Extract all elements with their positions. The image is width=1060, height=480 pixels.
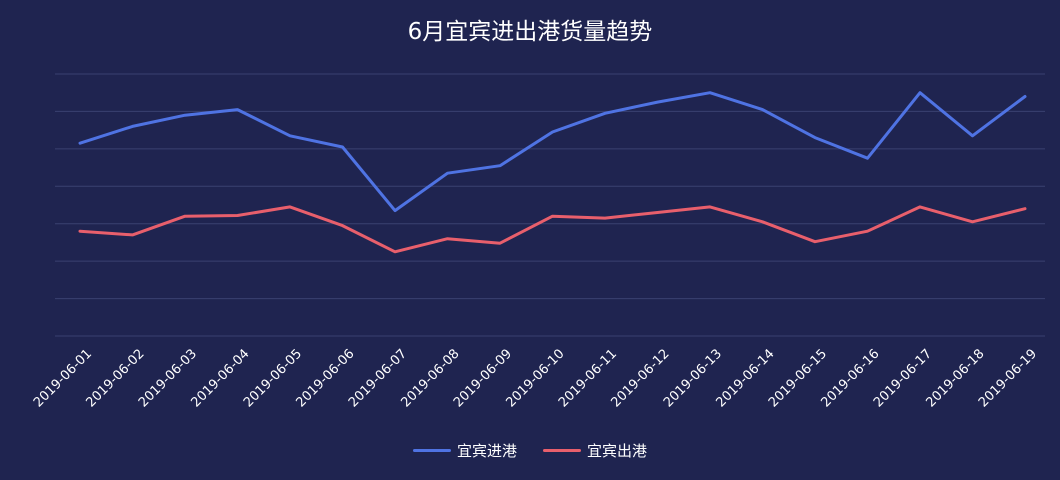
x-tick-labels: 2019-06-012019-06-022019-06-032019-06-04… (31, 346, 1040, 410)
legend-swatch-outbound (543, 449, 581, 452)
legend-item-outbound[interactable]: 宜宾出港 (543, 440, 647, 461)
chart-title: 6月宜宾进出港货量趋势 (407, 19, 653, 45)
legend-label-outbound: 宜宾出港 (587, 442, 648, 460)
series-lines (78, 91, 1027, 254)
legend-swatch-inbound (412, 449, 451, 452)
grid-lines (55, 73, 1045, 337)
legend: 宜宾进港 宜宾出港 (0, 440, 1060, 461)
series-line-1[interactable] (78, 205, 1027, 254)
legend-label-inbound: 宜宾进港 (456, 442, 517, 460)
legend-item-inbound[interactable]: 宜宾进港 (412, 440, 517, 461)
series-line-0[interactable] (78, 91, 1027, 213)
